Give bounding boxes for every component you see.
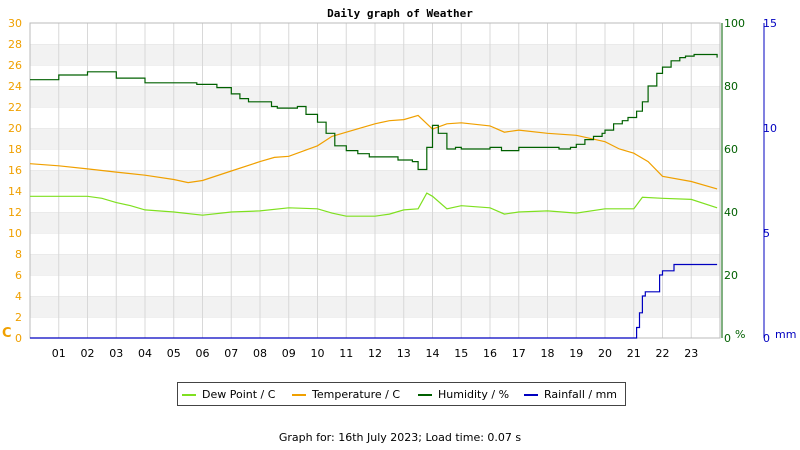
y-left-tick-label: 16 [8,164,22,177]
y-left-tick-label: 12 [8,206,22,219]
y-right2-unit-label: mm [775,328,796,341]
legend-swatch-rainfall [524,394,538,396]
x-tick-label: 15 [454,347,468,360]
y-right1-tick-label: 100 [724,17,745,30]
chart-title: Daily graph of Weather [327,7,473,20]
series-line-temperature [29,114,718,190]
y-left-tick-label: 10 [8,227,22,240]
x-tick-label: 17 [512,347,526,360]
y-right1-tick-label: 80 [724,80,738,93]
x-tick-label: 16 [483,347,497,360]
series-line-rainfall [30,263,718,339]
footer-status: Graph for: 16th July 2023; Load time: 0.… [278,431,522,444]
x-tick-label: 22 [656,347,670,360]
x-tick-label: 21 [627,347,641,360]
x-tick-label: 12 [368,347,382,360]
y-left-tick-label: 14 [8,185,22,198]
y-right2-tick-label: 10 [763,122,777,135]
legend-swatch-temperature [292,394,306,396]
y-right1-tick-label: 60 [724,143,738,156]
y-right1-unit-label: % [735,328,745,341]
series-line-humidity [30,53,718,171]
series-line-dew-point [30,192,718,217]
x-tick-label: 20 [598,347,612,360]
y-left-tick-label: 24 [8,80,22,93]
y-left-tick-label: 30 [8,17,22,30]
x-tick-label: 04 [138,347,152,360]
x-tick-label: 05 [167,347,181,360]
legend-label-humidity: Humidity / % [438,388,510,401]
legend-item-humidity: Humidity / % [418,388,509,401]
y-left-tick-label: 2 [15,311,22,324]
y-right2-tick-label: 5 [763,227,770,240]
x-tick-label: 02 [81,347,95,360]
x-tick-label: 06 [196,347,210,360]
x-tick-label: 03 [109,347,123,360]
x-tick-label: 09 [282,347,296,360]
x-tick-label: 11 [339,347,353,360]
y-left-tick-label: 20 [8,122,22,135]
x-tick-label: 10 [311,347,325,360]
x-tick-label: 18 [541,347,555,360]
y-left-tick-label: 26 [8,59,22,72]
x-tick-label: 19 [569,347,583,360]
y-left-unit-label: C [2,326,12,341]
y-left-tick-label: 28 [8,38,22,51]
y-left-tick-label: 6 [15,269,22,282]
legend-item-temperature: Temperature / C [292,388,400,401]
y-left-tick-label: 0 [15,332,22,345]
y-left-tick-label: 18 [8,143,22,156]
y-left-tick-label: 8 [15,248,22,261]
legend-swatch-humidity [418,394,432,396]
x-tick-label: 07 [224,347,238,360]
y-right1-tick-label: 0 [724,332,731,345]
y-left-tick-label: 22 [8,101,22,114]
y-left-tick-label: 4 [15,290,22,303]
legend-label-temperature: Temperature / C [312,388,401,401]
x-tick-label: 14 [426,347,440,360]
legend-swatch-dew-point [182,394,196,396]
x-tick-label: 13 [397,347,411,360]
x-tick-label: 08 [253,347,267,360]
x-tick-label: 01 [52,347,66,360]
y-right2-tick-label: 15 [763,17,777,30]
legend-item-dew-point: Dew Point / C [182,388,275,401]
y-right1-tick-label: 20 [724,269,738,282]
x-tick-label: 23 [684,347,698,360]
y-right2-tick-label: 0 [763,332,770,345]
legend-label-dew-point: Dew Point / C [202,388,276,401]
legend: Dew Point / C Temperature / C Humidity /… [177,382,626,406]
legend-label-rainfall: Rainfall / mm [544,388,618,401]
legend-item-rainfall: Rainfall / mm [524,388,617,401]
y-right1-tick-label: 40 [724,206,738,219]
